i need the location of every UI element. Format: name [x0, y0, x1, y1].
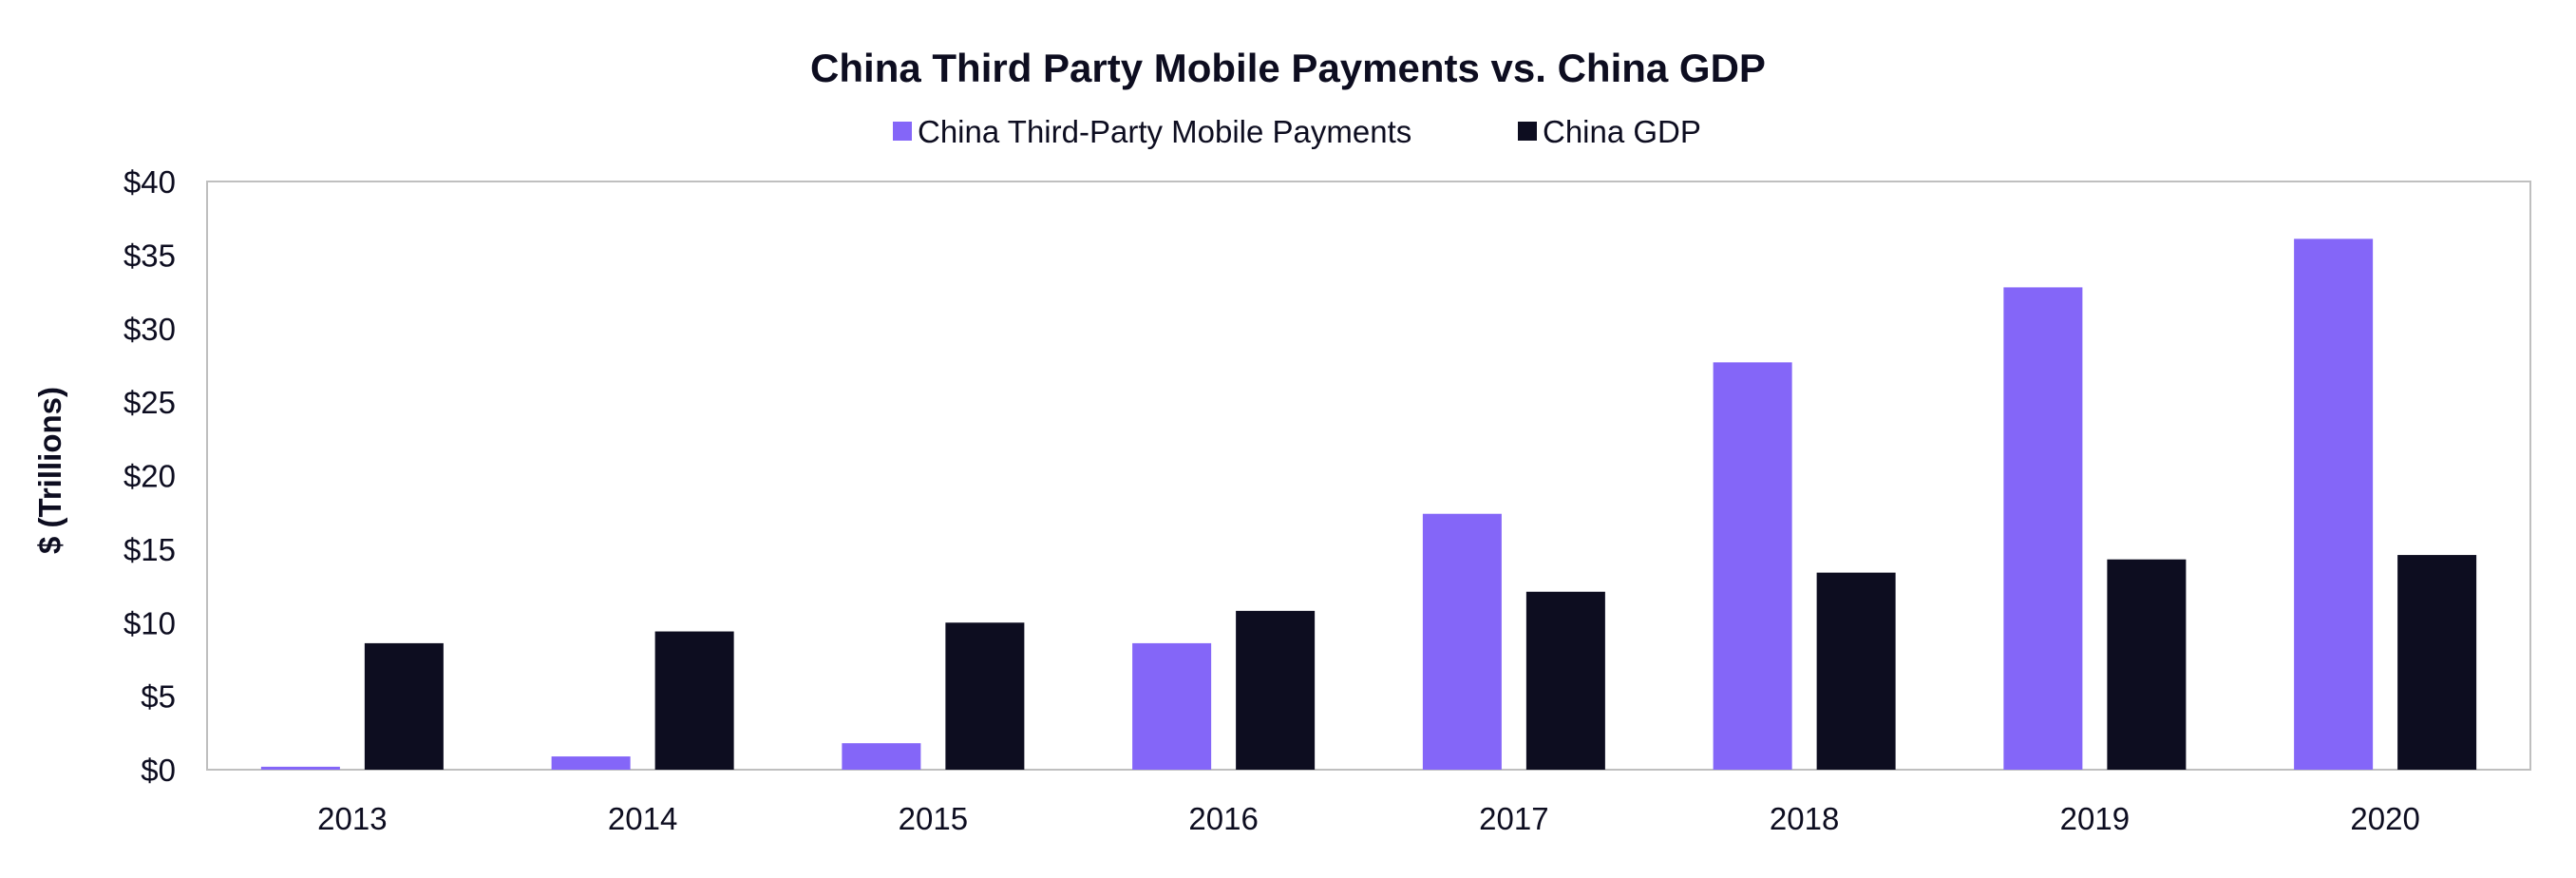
bar-mobile-payments-2018: [1713, 362, 1792, 770]
bar-gdp-2018: [1816, 572, 1896, 770]
bar-gdp-2017: [1525, 591, 1605, 770]
plot-area-frame: [206, 181, 2531, 771]
y-tick-label: $0: [141, 753, 176, 788]
bar-mobile-payments-2013: [260, 766, 340, 770]
legend: China Third-Party Mobile Payments China G…: [893, 114, 1701, 149]
y-tick-label: $30: [123, 312, 176, 347]
legend-label: China Third-Party Mobile Payments: [918, 114, 1411, 149]
legend-item-gdp: China GDP: [1518, 114, 1701, 149]
bar-mobile-payments-2014: [551, 756, 631, 770]
x-tick-label: 2018: [1770, 801, 1839, 836]
y-axis-ticks: $0 $5 $10 $15 $20 $25 $30 $35 $40: [123, 164, 176, 788]
legend-swatch: [893, 122, 912, 141]
bar-gdp-2020: [2397, 555, 2477, 770]
y-tick-label: $15: [123, 532, 176, 567]
y-tick-label: $25: [123, 385, 176, 420]
y-tick-label: $35: [123, 238, 176, 273]
bars: [260, 239, 2477, 771]
bar-mobile-payments-2019: [2003, 287, 2083, 770]
chart-title: China Third Party Mobile Payments vs. Ch…: [810, 46, 1766, 90]
x-tick-label: 2019: [2060, 801, 2130, 836]
x-tick-label: 2020: [2350, 801, 2419, 836]
y-tick-label: $40: [123, 164, 176, 200]
legend-swatch: [1518, 122, 1537, 141]
bar-mobile-payments-2020: [2294, 239, 2374, 771]
bar-mobile-payments-2017: [1422, 513, 1502, 770]
y-axis-label: $ (Trillions): [32, 387, 67, 554]
bar-gdp-2013: [364, 642, 444, 770]
y-tick-label: $20: [123, 459, 176, 494]
x-tick-label: 2014: [608, 801, 677, 836]
legend-item-mobile-payments: China Third-Party Mobile Payments: [893, 114, 1411, 149]
x-tick-label: 2015: [899, 801, 968, 836]
y-tick-label: $10: [123, 605, 176, 640]
bar-gdp-2015: [945, 622, 1025, 770]
y-tick-label: $5: [141, 679, 176, 715]
legend-label: China GDP: [1543, 114, 1701, 149]
bar-mobile-payments-2016: [1132, 642, 1212, 770]
bar-mobile-payments-2015: [842, 743, 921, 770]
bar-gdp-2014: [654, 631, 734, 770]
bar-gdp-2016: [1236, 610, 1316, 770]
x-tick-label: 2017: [1479, 801, 1548, 836]
x-tick-label: 2016: [1188, 801, 1258, 836]
x-tick-label: 2013: [317, 801, 387, 836]
x-axis-ticks: 2013 2014 2015 2016 2017 2018 2019 2020: [317, 801, 2420, 836]
bar-gdp-2019: [2107, 559, 2187, 770]
